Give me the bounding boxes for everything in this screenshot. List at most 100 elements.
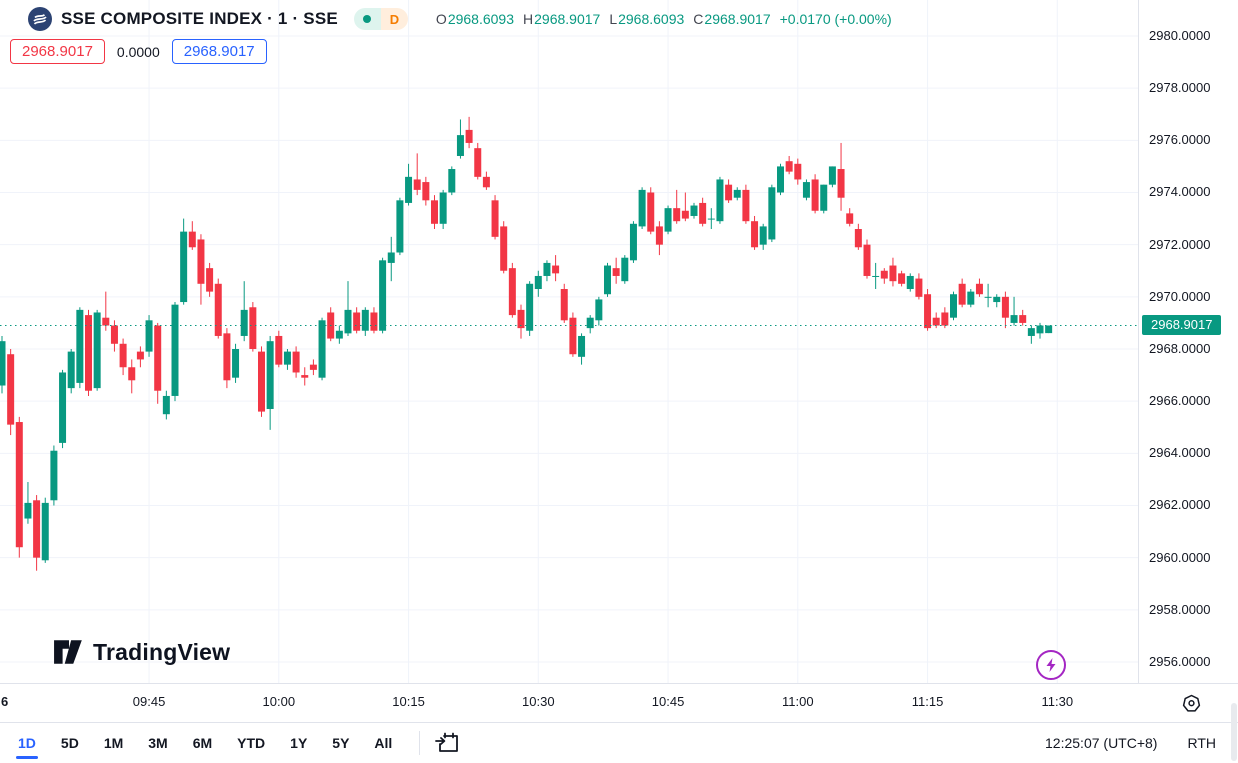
candle-body xyxy=(145,320,153,352)
candle-body xyxy=(223,333,231,381)
candle xyxy=(586,315,594,334)
candle xyxy=(889,257,897,287)
candle-body xyxy=(820,184,828,211)
candle-body xyxy=(699,202,707,224)
candle-body xyxy=(353,312,361,331)
candle-body xyxy=(301,375,309,378)
candle xyxy=(655,221,663,256)
candle xyxy=(110,320,118,352)
candle-body xyxy=(85,315,92,391)
range-button-6M[interactable]: 6M xyxy=(192,735,213,751)
buy-price-button[interactable]: 2968.9017 xyxy=(171,39,267,64)
candle xyxy=(872,262,880,290)
range-button-All[interactable]: All xyxy=(374,735,393,751)
candle xyxy=(439,189,447,230)
price-axis-label: 2974.0000 xyxy=(1149,184,1211,200)
price-axis-label: 2960.0000 xyxy=(1149,549,1211,565)
time-axis-label: 11:30 xyxy=(1041,694,1074,709)
candle-body xyxy=(59,372,67,443)
time-axis-label: 10:15 xyxy=(392,694,425,709)
candle-body xyxy=(171,304,179,396)
candle-body xyxy=(292,351,300,373)
candle xyxy=(500,221,508,274)
range-button-5D[interactable]: 5D xyxy=(60,735,79,751)
candle-body xyxy=(318,320,326,378)
candle-body xyxy=(214,283,222,336)
candle-body xyxy=(742,189,750,222)
candle-body xyxy=(604,265,611,295)
candle xyxy=(145,315,153,357)
candle xyxy=(716,176,724,224)
candle-body xyxy=(552,265,560,274)
spread-value: 0.0000 xyxy=(116,43,160,60)
range-button-YTD[interactable]: YTD xyxy=(237,735,266,751)
candle-body xyxy=(612,268,620,276)
candle-body xyxy=(24,502,32,519)
candle xyxy=(828,166,836,188)
sell-price-button[interactable]: 2968.9017 xyxy=(10,39,105,64)
go-to-date-button[interactable] xyxy=(434,730,461,756)
candle xyxy=(370,307,378,334)
brand-text: TradingView xyxy=(93,638,231,665)
price-axis[interactable]: 2968.9017 2980.0000 2978.0000 2976.0000 297… xyxy=(1138,0,1238,683)
candle xyxy=(232,343,240,383)
candle-body xyxy=(0,341,6,386)
candle-body xyxy=(1001,296,1009,318)
candle-body xyxy=(655,226,663,245)
candle xyxy=(967,289,975,308)
range-button-1D[interactable]: 1D xyxy=(16,731,38,759)
axis-settings-gear-icon[interactable] xyxy=(1182,694,1201,713)
candlestick-chart[interactable] xyxy=(0,0,1138,683)
candle xyxy=(647,187,655,235)
range-button-1Y[interactable]: 1Y xyxy=(290,735,308,751)
price-axis-label: 2966.0000 xyxy=(1149,393,1211,409)
scrollbar[interactable] xyxy=(1231,703,1237,761)
candle xyxy=(15,416,23,558)
tradingview-watermark: TradingView xyxy=(53,638,230,666)
candle xyxy=(67,348,75,394)
candle-body xyxy=(578,335,586,357)
interval-badge[interactable]: D xyxy=(380,8,408,30)
candle xyxy=(456,119,464,159)
candle xyxy=(154,322,162,404)
range-button-5Y[interactable]: 5Y xyxy=(332,735,350,751)
date-label: 6 xyxy=(1,694,9,709)
scroll-to-realtime-button[interactable] xyxy=(1036,650,1066,680)
candle xyxy=(517,304,525,339)
candle xyxy=(552,255,560,282)
candle-body xyxy=(1036,325,1044,334)
candle-body xyxy=(67,351,75,389)
symbol-title[interactable]: SSE COMPOSITE INDEX · 1 · SSE xyxy=(61,9,338,28)
candle-body xyxy=(794,163,802,180)
candle-body xyxy=(517,309,525,329)
time-axis-label: 11:00 xyxy=(782,694,814,709)
candle-body xyxy=(915,278,923,297)
candle xyxy=(223,328,231,389)
candle xyxy=(396,197,404,256)
candle xyxy=(742,184,750,224)
candle xyxy=(837,142,845,211)
candle xyxy=(93,309,101,391)
candle xyxy=(162,390,170,420)
time-axis[interactable]: 6 09:45 10:00 10:15 10:30 10:45 11:00 11:15 11:… xyxy=(0,683,1138,723)
candle-body xyxy=(811,179,819,211)
candle-body xyxy=(673,208,681,222)
candle xyxy=(50,445,58,506)
high-label: H xyxy=(523,11,534,27)
range-button-3M[interactable]: 3M xyxy=(148,735,168,751)
candle xyxy=(1010,296,1018,326)
session-toggle[interactable]: RTH xyxy=(1187,735,1216,751)
close-value: 2968.9017 xyxy=(704,11,771,27)
go-to-date-calendar-icon xyxy=(435,732,459,752)
interval-pill[interactable]: D xyxy=(353,8,408,30)
sse-symbol-logo-icon xyxy=(28,7,52,31)
candle xyxy=(283,348,291,370)
clock[interactable]: 12:25:07 (UTC+8) xyxy=(1045,735,1158,751)
candle xyxy=(811,174,819,214)
candle xyxy=(526,281,534,336)
range-button-1M[interactable]: 1M xyxy=(103,735,124,751)
candle-body xyxy=(136,351,144,360)
candle-body xyxy=(1045,325,1053,334)
candle xyxy=(387,236,395,282)
candle xyxy=(301,367,309,386)
